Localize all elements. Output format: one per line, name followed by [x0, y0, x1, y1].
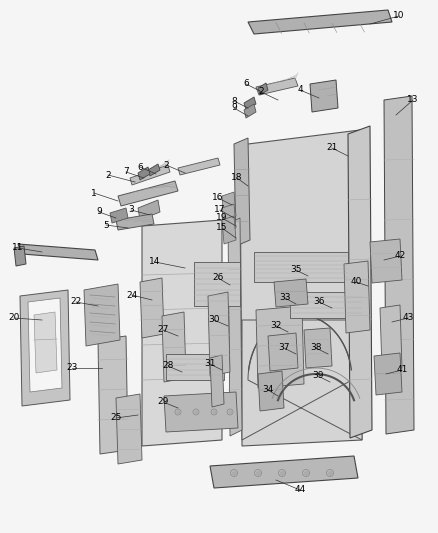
- Polygon shape: [348, 126, 372, 438]
- Polygon shape: [256, 78, 298, 95]
- Polygon shape: [244, 97, 256, 110]
- Polygon shape: [274, 279, 308, 307]
- Polygon shape: [116, 214, 154, 230]
- Polygon shape: [268, 333, 298, 371]
- Text: 6: 6: [137, 163, 143, 172]
- Text: 34: 34: [262, 385, 274, 394]
- Polygon shape: [34, 312, 57, 373]
- Text: 43: 43: [403, 313, 413, 322]
- Text: 19: 19: [216, 214, 228, 222]
- Polygon shape: [148, 164, 160, 176]
- Text: 24: 24: [127, 290, 138, 300]
- Polygon shape: [258, 83, 268, 95]
- Text: 32: 32: [270, 321, 282, 330]
- Polygon shape: [210, 456, 358, 488]
- Text: 10: 10: [393, 12, 405, 20]
- Polygon shape: [310, 80, 338, 112]
- Polygon shape: [244, 104, 256, 118]
- Text: 39: 39: [312, 372, 324, 381]
- Text: 15: 15: [216, 223, 228, 232]
- Polygon shape: [28, 298, 62, 392]
- Text: 14: 14: [149, 257, 161, 266]
- Text: 27: 27: [157, 326, 169, 335]
- Text: 8: 8: [231, 96, 237, 106]
- Text: 25: 25: [110, 414, 122, 423]
- Text: 21: 21: [326, 143, 338, 152]
- Polygon shape: [178, 158, 220, 175]
- Polygon shape: [240, 130, 362, 446]
- Polygon shape: [116, 394, 142, 464]
- Polygon shape: [242, 315, 362, 440]
- Text: 23: 23: [66, 364, 78, 373]
- Polygon shape: [374, 353, 402, 395]
- Polygon shape: [138, 167, 150, 180]
- Polygon shape: [84, 284, 120, 346]
- Text: 33: 33: [279, 294, 291, 303]
- Text: 44: 44: [294, 486, 306, 495]
- Text: 3: 3: [128, 206, 134, 214]
- Polygon shape: [304, 328, 332, 368]
- Polygon shape: [222, 216, 236, 244]
- Text: 41: 41: [396, 366, 408, 375]
- Polygon shape: [118, 181, 178, 206]
- Text: 30: 30: [208, 316, 220, 325]
- Polygon shape: [256, 306, 304, 388]
- Polygon shape: [234, 138, 250, 246]
- Polygon shape: [164, 392, 238, 432]
- Polygon shape: [380, 305, 402, 371]
- Polygon shape: [344, 261, 370, 333]
- Text: 7: 7: [123, 167, 129, 176]
- Polygon shape: [110, 208, 128, 223]
- Text: 1: 1: [91, 189, 97, 198]
- Polygon shape: [98, 336, 128, 454]
- Text: 22: 22: [71, 297, 81, 306]
- Text: 35: 35: [290, 265, 302, 274]
- Text: 37: 37: [278, 343, 290, 352]
- Text: 29: 29: [157, 398, 169, 407]
- Text: 2: 2: [163, 160, 169, 169]
- Polygon shape: [228, 218, 242, 436]
- Polygon shape: [290, 292, 362, 318]
- Polygon shape: [14, 246, 26, 266]
- Polygon shape: [258, 371, 284, 411]
- Text: 16: 16: [212, 193, 224, 203]
- Polygon shape: [222, 192, 236, 220]
- Text: 42: 42: [394, 252, 406, 261]
- Polygon shape: [142, 220, 222, 446]
- Polygon shape: [20, 290, 70, 406]
- Polygon shape: [248, 10, 392, 34]
- Text: 9: 9: [96, 207, 102, 216]
- Polygon shape: [384, 96, 414, 434]
- Polygon shape: [130, 165, 170, 185]
- Text: 20: 20: [8, 313, 20, 322]
- Polygon shape: [138, 200, 160, 220]
- Text: 4: 4: [297, 85, 303, 94]
- Text: 38: 38: [310, 343, 322, 352]
- Text: 40: 40: [350, 278, 362, 287]
- Polygon shape: [194, 262, 240, 306]
- Polygon shape: [140, 278, 164, 338]
- Text: 31: 31: [204, 359, 216, 368]
- Polygon shape: [254, 252, 348, 282]
- Polygon shape: [208, 292, 230, 376]
- Text: 9: 9: [231, 103, 237, 112]
- Text: 13: 13: [407, 95, 419, 104]
- Polygon shape: [210, 355, 224, 407]
- Text: 18: 18: [231, 174, 243, 182]
- Text: 36: 36: [313, 297, 325, 306]
- Polygon shape: [222, 204, 236, 232]
- Text: 26: 26: [212, 273, 224, 282]
- Text: 2: 2: [105, 171, 111, 180]
- Text: 6: 6: [243, 79, 249, 88]
- Text: 11: 11: [12, 244, 24, 253]
- Polygon shape: [18, 244, 98, 260]
- Text: 28: 28: [162, 361, 174, 370]
- Text: 2: 2: [258, 87, 264, 96]
- Polygon shape: [162, 312, 186, 382]
- Text: 17: 17: [214, 206, 226, 214]
- Text: 5: 5: [103, 221, 109, 230]
- Polygon shape: [166, 354, 224, 380]
- Polygon shape: [370, 239, 402, 283]
